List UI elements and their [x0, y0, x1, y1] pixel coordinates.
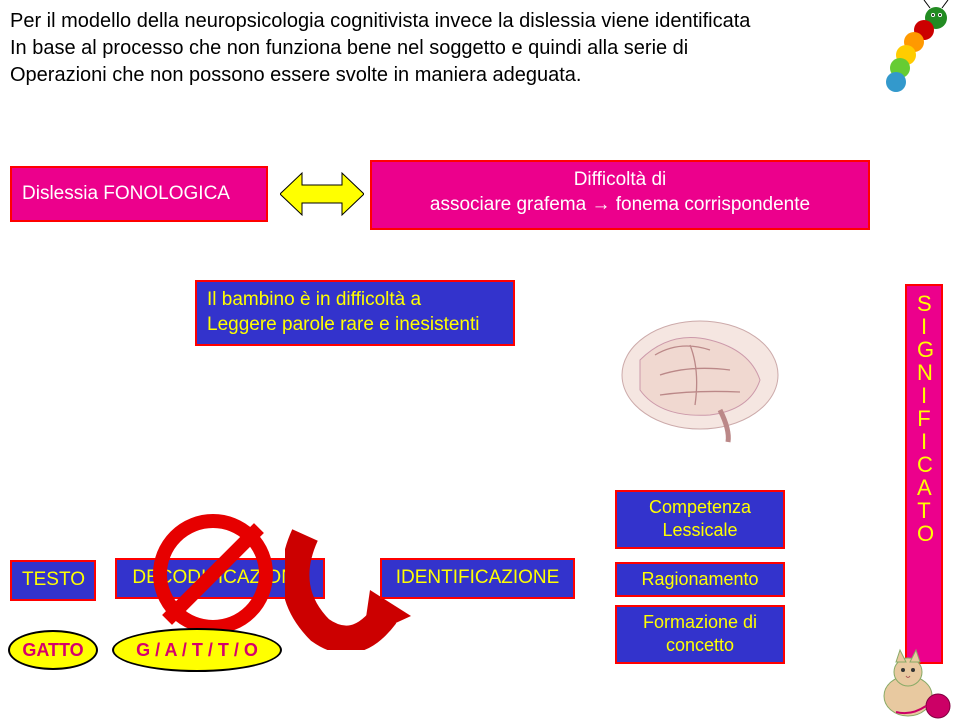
significato-letter: S: [917, 293, 931, 315]
compet-l2: Lessicale: [662, 520, 737, 540]
significato-letter: I: [917, 431, 931, 453]
intro-line2: In base al processo che non funziona ben…: [10, 37, 688, 59]
fonologica-label: Dislessia FONOLOGICA: [22, 182, 230, 207]
bambino-box: Il bambino è in difficoltà a Leggere par…: [195, 280, 515, 346]
bambino-line2: Leggere parole rare e inesistenti: [207, 314, 480, 335]
double-arrow-icon: [280, 163, 364, 225]
brain-image: [600, 300, 800, 450]
significato-letter: T: [917, 500, 931, 522]
caterpillar-graphic: [866, 0, 956, 96]
bambino-line1: Il bambino è in difficoltà a: [207, 289, 421, 310]
formaz-l2: concetto: [666, 635, 734, 655]
identificazione-box: IDENTIFICAZIONE: [380, 558, 575, 599]
significato-letter: N: [917, 362, 931, 384]
significato-letter: C: [917, 454, 931, 476]
spell-label: G / A / T / T / O: [136, 640, 258, 661]
gatto-label: GATTO: [22, 640, 83, 661]
ident-label: IDENTIFICAZIONE: [396, 567, 560, 588]
intro-text: Per il modello della neuropsicologia cog…: [10, 8, 870, 89]
significato-letter: I: [917, 385, 931, 407]
compet-l1: Competenza: [649, 497, 751, 517]
competenza-box: Competenza Lessicale: [615, 490, 785, 549]
cat-graphic: [866, 644, 954, 724]
significato-letter: I: [917, 316, 931, 338]
difficolta-line2: associare grafema → fonema corrispondent…: [382, 193, 858, 218]
difficolta-line1: Difficoltà di: [382, 168, 858, 193]
ragionamento-box: Ragionamento: [615, 562, 785, 597]
testo-label: TESTO: [22, 569, 85, 590]
difficolta-box: Difficoltà di associare grafema → fonema…: [370, 160, 870, 230]
intro-line1: Per il modello della neuropsicologia cog…: [10, 10, 750, 32]
formaz-l1: Formazione di: [643, 612, 757, 632]
prohibit-icon: [153, 514, 273, 634]
dislessia-fonologica-box: Dislessia FONOLOGICA: [10, 166, 268, 222]
formazione-box: Formazione di concetto: [615, 605, 785, 664]
gatto-oval: GATTO: [8, 630, 98, 670]
spell-oval: G / A / T / T / O: [112, 628, 282, 672]
testo-box: TESTO: [10, 560, 96, 601]
ragion-label: Ragionamento: [641, 569, 758, 589]
significato-letter: O: [917, 523, 931, 545]
significato-letter: F: [917, 408, 931, 430]
intro-line3: Operazioni che non possono essere svolte…: [10, 64, 581, 86]
significato-letter: A: [917, 477, 931, 499]
significato-box: SIGNIFICATO: [905, 284, 943, 664]
significato-letter: G: [917, 339, 931, 361]
